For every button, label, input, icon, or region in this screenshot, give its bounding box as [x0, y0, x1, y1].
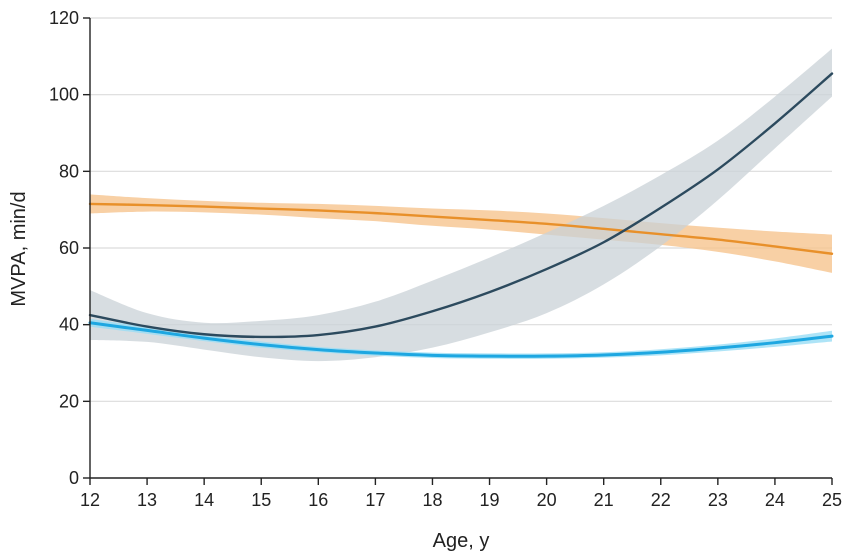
series-1-confidence-band: [90, 194, 832, 273]
y-tick-label: 20: [59, 391, 79, 411]
x-tick-label: 18: [422, 490, 442, 510]
y-tick-label: 0: [69, 468, 79, 488]
y-tick-label: 100: [49, 85, 79, 105]
y-tick-label: 60: [59, 238, 79, 258]
x-tick-label: 24: [765, 490, 785, 510]
series-1-line: [88, 202, 834, 255]
x-tick-label: 19: [480, 490, 500, 510]
x-tick-label: 21: [594, 490, 614, 510]
x-tick-label: 16: [308, 490, 328, 510]
axes: 0 20 40 60 80 100 120 12 13 14 15 16 17 18 19 20 21 22 23 2…: [49, 8, 842, 510]
x-tick-label: 25: [822, 490, 842, 510]
y-axis-title: MVPA, min/d: [8, 191, 30, 306]
series-3-confidence-band: [90, 318, 832, 359]
x-tick-label: 14: [194, 490, 214, 510]
x-tick-label: 13: [137, 490, 157, 510]
x-tick-label: 15: [251, 490, 271, 510]
y-tick-label: 120: [49, 8, 79, 28]
x-tick-label: 22: [651, 490, 671, 510]
series-3-line: [88, 321, 834, 358]
series-2-line: [88, 72, 834, 339]
confidence-bands: [90, 48, 832, 362]
y-tick-label: 80: [59, 161, 79, 181]
series-lines: [88, 72, 834, 358]
y-tick-label: 40: [59, 315, 79, 335]
x-tick-label: 12: [80, 490, 100, 510]
x-tick-label: 17: [365, 490, 385, 510]
x-tick-label: 23: [708, 490, 728, 510]
x-tick-label: 20: [537, 490, 557, 510]
x-axis-title: Age, y: [433, 530, 490, 552]
